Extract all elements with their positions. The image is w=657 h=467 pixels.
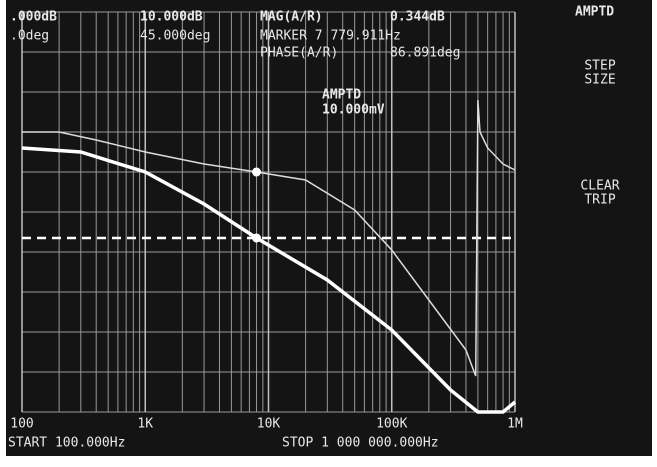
marker (252, 167, 262, 177)
stop-label: STOP 1 000 000.000Hz (282, 436, 439, 451)
header: 0.344dB (390, 10, 445, 25)
grid (21, 11, 516, 413)
softkey: AMPTD (575, 5, 614, 20)
x-tick-label: 1M (507, 417, 523, 432)
x-tick-label: 100 (10, 417, 33, 432)
annotation: 10.000mV (322, 103, 385, 118)
display (6, 0, 652, 456)
trace (22, 99, 516, 377)
softkey: STEP (584, 59, 615, 74)
softkey: TRIP (584, 193, 615, 208)
x-tick-label: 10K (257, 417, 281, 432)
trace (21, 146, 517, 414)
x-tick-label: 100K (376, 417, 407, 432)
header: .000dB (10, 10, 57, 25)
annotation: AMPTD (322, 88, 361, 103)
header: MAG(A/R) (260, 10, 323, 25)
softkey: CLEAR (580, 179, 619, 194)
header: PHASE(A/R) (260, 46, 338, 61)
header: .0deg (10, 29, 49, 44)
header: 86.891deg (390, 46, 460, 61)
softkey: SIZE (584, 73, 615, 88)
x-tick-label: 1K (137, 417, 153, 432)
header: MARKER 7 779.911Hz (260, 29, 401, 44)
header: 45.000deg (140, 29, 210, 44)
header: 10.000dB (140, 10, 203, 25)
marker (252, 233, 262, 243)
start-label: START 100.000Hz (8, 436, 125, 451)
